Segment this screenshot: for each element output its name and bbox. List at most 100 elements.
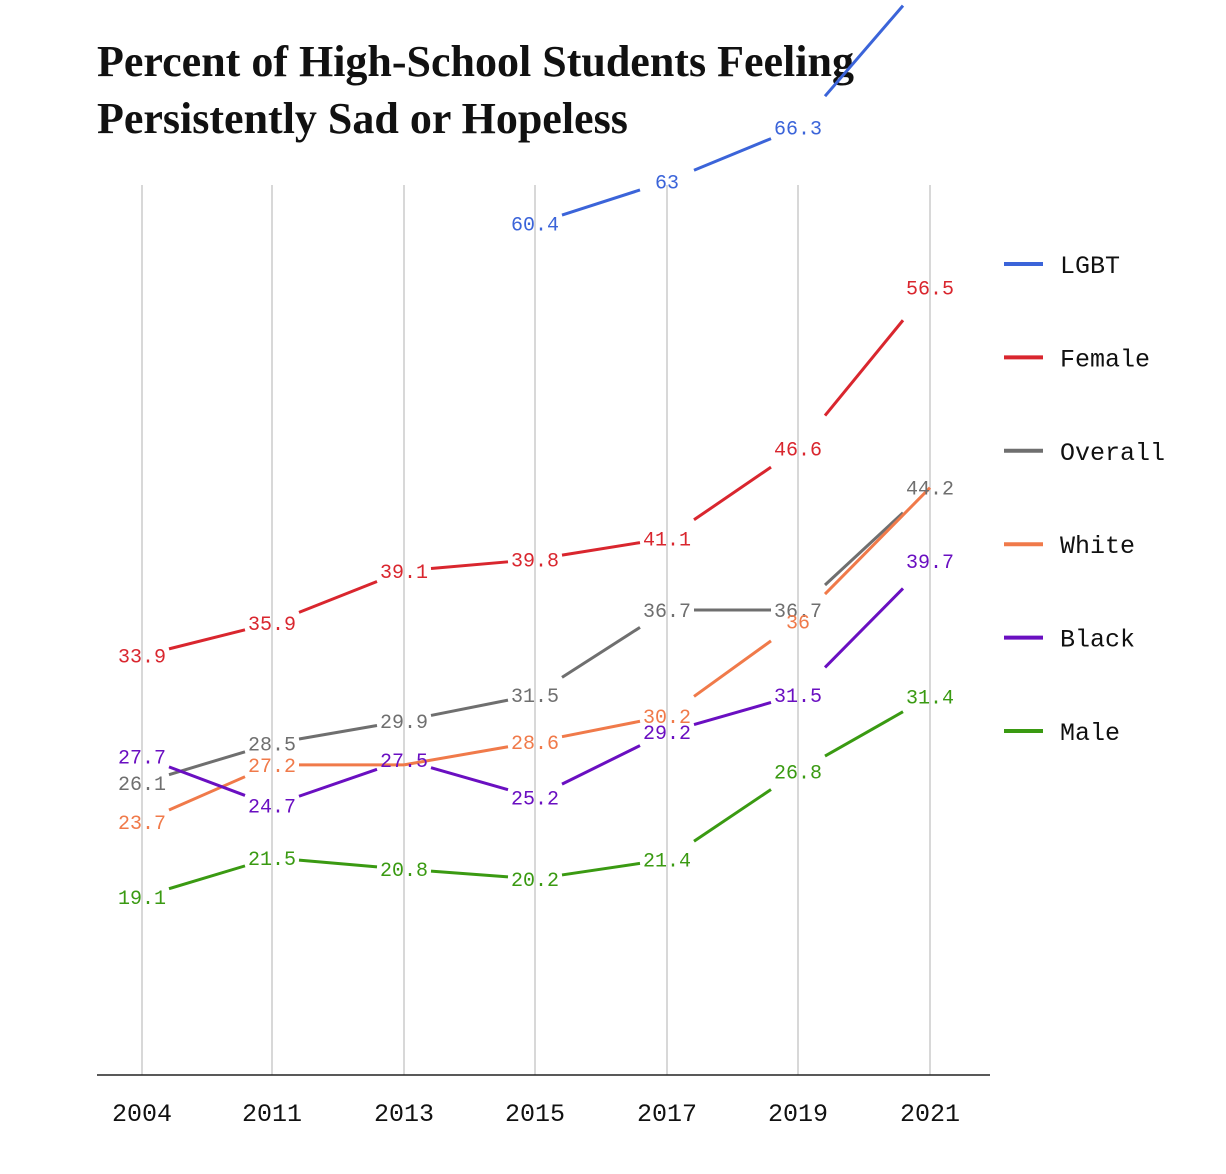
- x-tick-label-2015: 2015: [505, 1100, 565, 1129]
- data-label-overall-2019: 36.7: [774, 601, 822, 624]
- data-label-overall-2017: 36.7: [643, 601, 691, 624]
- data-label-male-2021: 31.4: [906, 687, 954, 710]
- series-male-segment-2004-2011: [168, 864, 246, 891]
- data-label-overall-2021: 44.2: [906, 479, 954, 502]
- data-labels: 60.46366.375.733.935.939.139.841.146.656…: [118, 119, 954, 911]
- series-overall-segment-2011-2013: [298, 724, 378, 741]
- series-overall-segment-2015-2017: [561, 626, 641, 679]
- legend-label-white: White: [1060, 532, 1135, 561]
- data-label-male-2017: 21.4: [643, 850, 691, 873]
- series-black-segment-2015-2017: [561, 744, 641, 786]
- data-label-black-2021: 39.7: [906, 552, 954, 575]
- x-axis-tick-labels: 2004 2011 2013 2015 2017 2019 2021: [112, 1100, 960, 1129]
- data-label-male-2013: 20.8: [380, 860, 428, 883]
- data-label-overall-2011: 28.5: [248, 735, 296, 758]
- series-white-segment-2017-2019: [693, 639, 772, 698]
- chart-title-line-2: Persistently Sad or Hopeless: [97, 94, 628, 143]
- series-black-segment-2017-2019: [693, 701, 772, 726]
- legend: LGBT Female Overall White Black Male: [1004, 252, 1165, 748]
- data-label-male-2011: 21.5: [248, 849, 296, 872]
- series-male: [168, 710, 904, 891]
- data-label-white-2019: 36: [786, 612, 810, 635]
- data-label-overall-2004: 26.1: [118, 774, 166, 797]
- data-label-lgbt-2015: 60.4: [511, 215, 559, 238]
- series-female-segment-2004-2011: [168, 628, 246, 651]
- series-male-segment-2019-2021: [824, 710, 904, 758]
- chart-title-line-1: Percent of High-School Students Feeling: [97, 37, 854, 86]
- series-white-segment-2019-2021: [823, 486, 932, 596]
- data-label-black-2013: 27.5: [380, 751, 428, 774]
- data-label-female-2015: 39.8: [511, 550, 559, 573]
- vertical-gridlines: [141, 185, 931, 1075]
- legend-item-female: Female: [1004, 345, 1150, 374]
- data-label-lgbt-2017: 63: [655, 172, 679, 195]
- series-white-segment-2004-2011: [168, 775, 246, 812]
- legend-label-black: Black: [1060, 626, 1135, 655]
- legend-label-overall: Overall: [1060, 439, 1165, 468]
- series-white-segment-2015-2017: [561, 719, 641, 739]
- x-tick-label-2019: 2019: [768, 1100, 828, 1129]
- series-white: [168, 486, 932, 812]
- data-label-black-2015: 25.2: [511, 788, 559, 811]
- data-label-white-2011: 27.2: [248, 756, 296, 779]
- legend-item-male: Male: [1004, 719, 1120, 748]
- series-female: [168, 319, 905, 651]
- legend-item-lgbt: LGBT: [1004, 252, 1120, 281]
- data-label-lgbt-2019: 66.3: [774, 119, 822, 142]
- data-label-white-2015: 28.6: [511, 733, 559, 756]
- data-label-overall-2013: 29.9: [380, 712, 428, 735]
- data-label-white-2017: 30.2: [643, 707, 691, 730]
- legend-label-lgbt: LGBT: [1060, 252, 1120, 281]
- series-black-segment-2019-2021: [823, 587, 905, 669]
- data-label-female-2013: 39.1: [380, 562, 428, 585]
- data-label-male-2019: 26.8: [774, 762, 822, 785]
- series-male-segment-2015-2017: [561, 861, 641, 877]
- data-label-female-2021: 56.5: [906, 278, 954, 301]
- data-label-black-2011: 24.7: [248, 797, 296, 820]
- data-label-male-2015: 20.2: [511, 870, 559, 893]
- series-lines: [168, 4, 932, 891]
- data-label-black-2004: 27.7: [118, 748, 166, 771]
- data-label-black-2017: 29.2: [643, 723, 691, 746]
- legend-item-overall: Overall: [1004, 439, 1165, 468]
- data-label-white-2004: 23.7: [118, 813, 166, 836]
- series-female-segment-2011-2013: [298, 580, 378, 614]
- data-label-female-2011: 35.9: [248, 614, 296, 637]
- series-overall: [168, 511, 905, 777]
- data-label-female-2017: 41.1: [643, 529, 691, 552]
- series-female-segment-2013-2015: [430, 560, 509, 571]
- series-female-segment-2017-2019: [693, 465, 772, 522]
- series-lgbt-segment-2019-2021: [823, 4, 905, 98]
- series-white-segment-2013-2015: [403, 745, 509, 767]
- series-overall-segment-2013-2015: [430, 698, 509, 717]
- data-label-black-2019: 31.5: [774, 686, 822, 709]
- series-lgbt-segment-2017-2019: [693, 137, 772, 172]
- series-black-segment-2013-2015: [430, 766, 509, 792]
- series-male-segment-2017-2019: [693, 788, 772, 843]
- data-label-female-2019: 46.6: [774, 440, 822, 463]
- series-black-segment-2004-2011: [168, 765, 246, 797]
- data-label-female-2004: 33.9: [118, 647, 166, 670]
- series-female-segment-2015-2017: [561, 541, 641, 557]
- legend-label-female: Female: [1060, 345, 1150, 374]
- legend-label-male: Male: [1060, 719, 1120, 748]
- series-black-segment-2011-2013: [298, 767, 378, 798]
- x-tick-label-2011: 2011: [242, 1100, 302, 1129]
- series-lgbt-segment-2015-2017: [561, 188, 641, 217]
- legend-item-white: White: [1004, 532, 1135, 561]
- data-label-male-2004: 19.1: [118, 888, 166, 911]
- series-black: [168, 587, 905, 798]
- x-tick-label-2004: 2004: [112, 1100, 172, 1129]
- series-lgbt: [561, 4, 905, 217]
- x-tick-label-2021: 2021: [900, 1100, 960, 1129]
- legend-item-black: Black: [1004, 626, 1135, 655]
- data-label-overall-2015: 31.5: [511, 686, 559, 709]
- x-tick-label-2013: 2013: [374, 1100, 434, 1129]
- series-female-segment-2019-2021: [823, 319, 905, 417]
- x-tick-label-2017: 2017: [637, 1100, 697, 1129]
- series-male-segment-2011-2013: [298, 858, 378, 869]
- series-overall-segment-2019-2021: [823, 511, 905, 587]
- series-male-segment-2013-2015: [430, 869, 509, 879]
- chart-title: Percent of High-School Students Feeling …: [97, 37, 854, 143]
